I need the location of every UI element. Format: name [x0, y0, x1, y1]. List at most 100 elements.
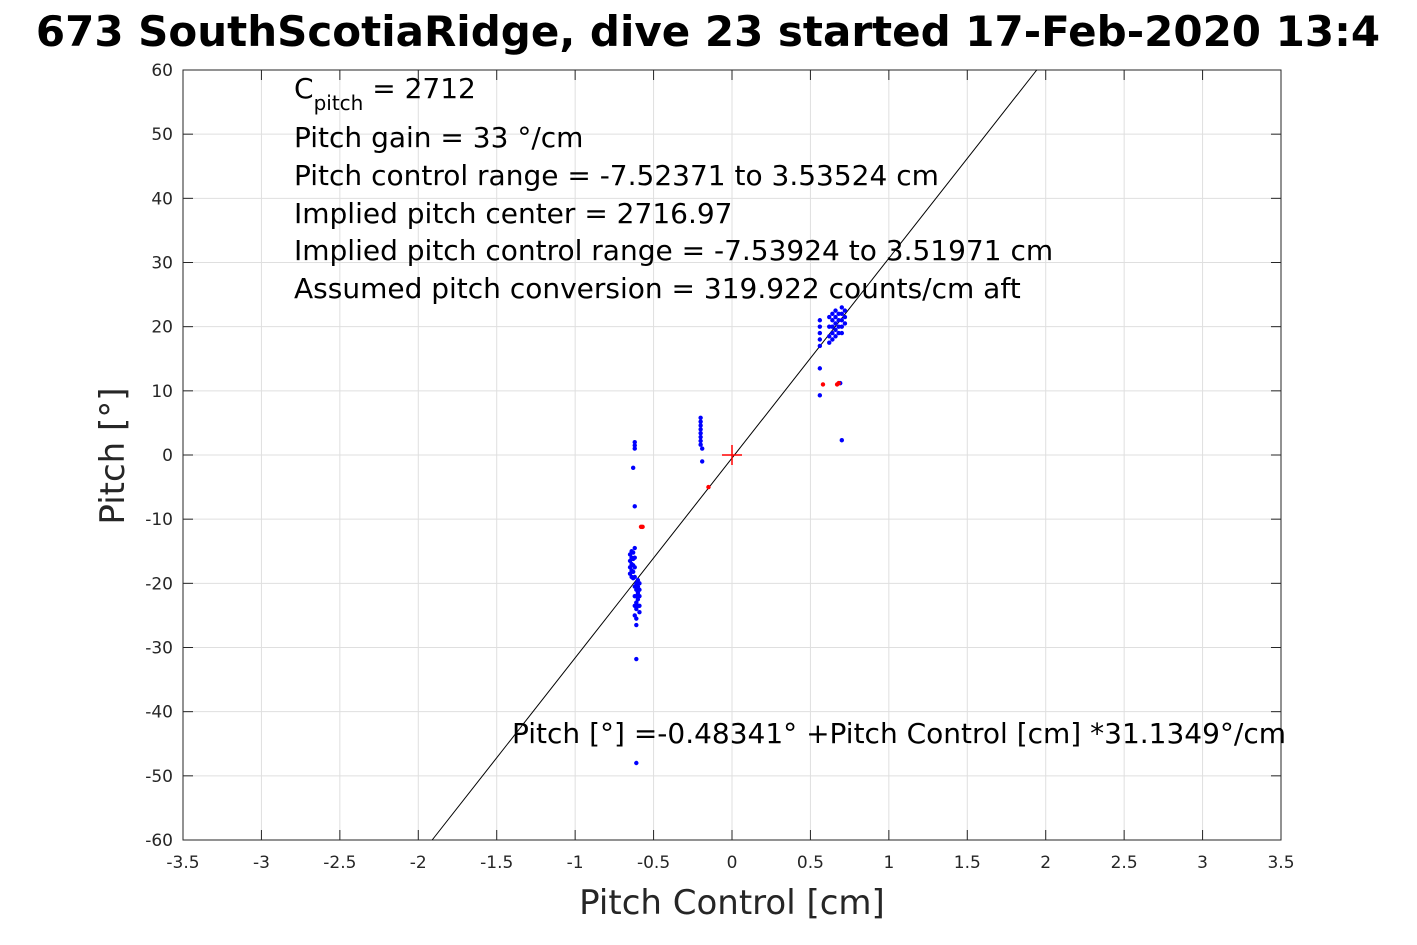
- x-tick-label: -2.5: [323, 853, 356, 873]
- axis-ticks: [182, 69, 1282, 841]
- x-tick-label: 2.5: [1111, 853, 1138, 873]
- data-point: [827, 314, 832, 320]
- data-point: [634, 622, 639, 628]
- data-points: [627, 305, 848, 766]
- data-point: [632, 584, 637, 589]
- data-point: [698, 438, 703, 444]
- y-tick-label: 10: [151, 382, 173, 402]
- y-tick-label: -50: [145, 767, 173, 787]
- data-point: [634, 656, 639, 662]
- y-tick-labels: -60 -50 -40 -30 -20 -10 0 10 20 30 40 50 60: [145, 61, 173, 851]
- x-tick-label: 3.5: [1267, 853, 1294, 873]
- data-point: [836, 318, 841, 323]
- data-point: [637, 593, 642, 599]
- data-point: [817, 318, 823, 323]
- data-point: [634, 760, 639, 766]
- x-tick-label: 3: [1197, 853, 1208, 873]
- data-point: [632, 555, 637, 560]
- data-point: [632, 504, 637, 509]
- data-point: [839, 324, 844, 329]
- x-tick-label: -3: [253, 853, 270, 873]
- data-point: [833, 321, 838, 326]
- data-point: [698, 430, 703, 436]
- data-point: [830, 311, 835, 317]
- x-tick-label: -0.5: [637, 853, 670, 873]
- y-tick-label: 40: [151, 189, 173, 209]
- x-tick-label: -2: [410, 853, 427, 873]
- x-tick-label: -1.5: [480, 853, 513, 873]
- x-tick-label: -1: [567, 853, 584, 873]
- data-point: [817, 366, 823, 371]
- data-point: [698, 427, 703, 432]
- data-point: [836, 330, 841, 336]
- grid-lines: [182, 69, 1282, 841]
- data-point: [637, 603, 642, 608]
- data-point: [817, 343, 823, 349]
- data-point: [637, 587, 642, 592]
- data-point: [833, 314, 838, 320]
- data-point: [698, 442, 703, 447]
- data-point: [827, 324, 832, 329]
- data-point: [842, 308, 848, 313]
- x-tick-label: 0.5: [797, 853, 824, 873]
- center-marker: [722, 445, 742, 465]
- pitch-control-range-annotation: Pitch control range = -7.52371 to 3.5352…: [294, 159, 939, 192]
- y-axis-label: Pitch [°]: [93, 387, 133, 524]
- data-point: [842, 314, 848, 320]
- x-tick-label: 1: [883, 853, 894, 873]
- data-point: [842, 321, 848, 326]
- data-point: [632, 574, 637, 580]
- assumed-pitch-conversion-annotation: Assumed pitch conversion = 319.922 count…: [294, 272, 1021, 305]
- x-tick-label: -3.5: [166, 853, 199, 873]
- y-tick-label: 50: [151, 125, 173, 145]
- chart-title: 673 SouthScotiaRidge, dive 23 started 17…: [36, 7, 1380, 56]
- data-point: [632, 565, 637, 570]
- data-point: [830, 318, 835, 323]
- data-point: [830, 337, 835, 342]
- data-point: [836, 311, 841, 317]
- data-point: [632, 603, 637, 608]
- y-tick-label: 30: [151, 254, 173, 274]
- data-point: [817, 337, 823, 342]
- y-tick-label: -20: [145, 574, 173, 594]
- data-point: [630, 569, 636, 574]
- data-point: [836, 324, 841, 329]
- data-point: [820, 382, 826, 387]
- cpitch-annotation: Cpitch = 2712: [294, 72, 476, 115]
- data-point: [632, 545, 637, 551]
- y-tick-label: -10: [145, 510, 173, 530]
- data-point: [630, 550, 636, 555]
- data-point: [632, 443, 637, 448]
- data-point: [699, 459, 705, 464]
- y-tick-label: -60: [145, 831, 173, 851]
- data-point: [833, 327, 838, 333]
- data-point: [827, 340, 832, 345]
- data-point: [698, 423, 703, 428]
- fit-equation-annotation: Pitch [°] =-0.48341° +Pitch Control [cm]…: [512, 717, 1286, 750]
- y-tick-label: 0: [162, 446, 173, 466]
- data-point: [699, 446, 705, 451]
- data-point: [640, 524, 645, 530]
- data-point: [833, 334, 838, 339]
- data-point: [830, 324, 835, 329]
- x-tick-label: 1.5: [954, 853, 981, 873]
- data-point: [632, 446, 637, 451]
- data-point: [698, 434, 703, 440]
- pitch-gain-annotation: Pitch gain = 33 °/cm: [294, 121, 583, 154]
- data-point: [830, 330, 835, 336]
- data-point: [817, 330, 823, 336]
- data-point: [632, 439, 637, 445]
- y-tick-label: -30: [145, 639, 173, 659]
- data-point: [637, 581, 642, 586]
- data-point: [839, 438, 844, 443]
- x-axis-label: Pitch Control [cm]: [579, 883, 885, 923]
- data-point: [706, 484, 711, 490]
- data-point: [817, 324, 823, 329]
- data-point: [637, 610, 642, 615]
- data-point: [634, 616, 639, 621]
- data-point: [698, 419, 703, 424]
- data-point: [839, 311, 844, 317]
- implied-pitch-center-annotation: Implied pitch center = 2716.97: [294, 197, 732, 230]
- data-point: [817, 393, 823, 398]
